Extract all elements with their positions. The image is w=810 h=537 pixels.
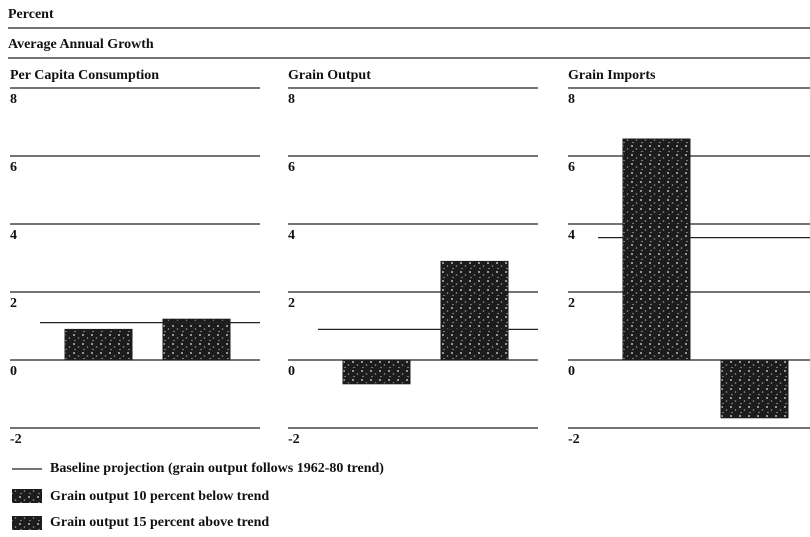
y-tick-label: 0	[288, 364, 295, 379]
bar	[622, 138, 691, 361]
y-tick-label: 6	[288, 160, 295, 175]
bar	[440, 260, 509, 361]
y-tick-label: 8	[568, 92, 575, 107]
bar	[64, 328, 133, 361]
unit-label: Percent	[8, 7, 54, 22]
legend-swatch	[12, 489, 42, 503]
y-tick-label: 4	[288, 228, 295, 243]
legend-label: Grain output 15 percent above trend	[50, 515, 269, 530]
bar	[720, 359, 789, 419]
panel-title: Grain Output	[288, 68, 371, 83]
panel-title: Per Capita Consumption	[10, 68, 159, 83]
y-tick-label: -2	[288, 432, 300, 447]
y-tick-label: 8	[10, 92, 17, 107]
bar	[342, 359, 411, 385]
y-tick-label: 2	[288, 296, 295, 311]
y-tick-label: -2	[568, 432, 580, 447]
bar	[162, 318, 231, 361]
y-tick-label: 0	[568, 364, 575, 379]
y-tick-label: 4	[10, 228, 17, 243]
y-tick-label: 2	[568, 296, 575, 311]
y-tick-label: 2	[10, 296, 17, 311]
subtitle: Average Annual Growth	[8, 37, 154, 52]
y-tick-label: -2	[10, 432, 22, 447]
legend-swatch	[12, 516, 42, 530]
y-tick-label: 0	[10, 364, 17, 379]
legend-label: Grain output 10 percent below trend	[50, 489, 269, 504]
legend-label: Baseline projection (grain output follow…	[50, 461, 384, 476]
panel-title: Grain Imports	[568, 68, 656, 83]
y-tick-label: 4	[568, 228, 575, 243]
y-tick-label: 6	[568, 160, 575, 175]
y-tick-label: 8	[288, 92, 295, 107]
y-tick-label: 6	[10, 160, 17, 175]
